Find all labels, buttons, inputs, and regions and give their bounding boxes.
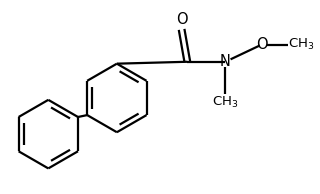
Text: N: N bbox=[220, 54, 231, 69]
Text: O: O bbox=[256, 37, 268, 52]
Text: O: O bbox=[176, 11, 188, 27]
Text: CH$_3$: CH$_3$ bbox=[288, 37, 315, 52]
Text: CH$_3$: CH$_3$ bbox=[212, 95, 239, 110]
